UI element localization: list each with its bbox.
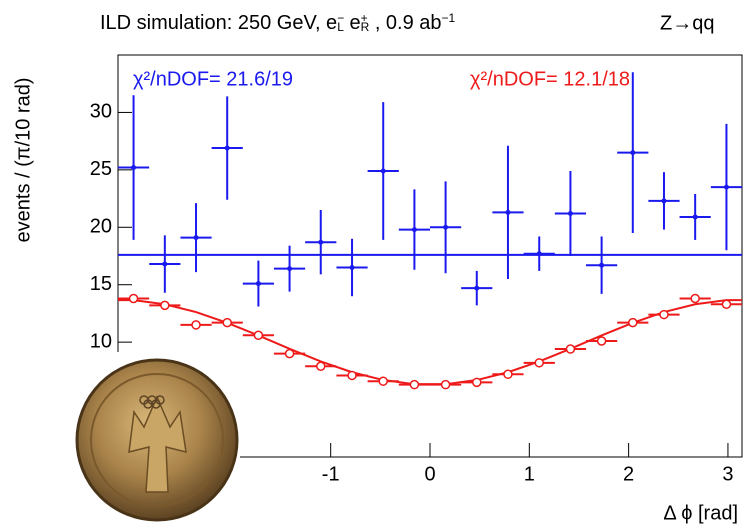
data-point [474, 285, 480, 291]
data-point [536, 251, 542, 257]
data-point [443, 224, 449, 230]
x-tick-label: 1 [524, 463, 535, 485]
title-part: −1 [442, 11, 456, 25]
data-point [599, 262, 605, 268]
x-axis-label: Δ ϕ [rad] [663, 502, 738, 524]
data-point [193, 235, 199, 241]
data-point [253, 330, 264, 341]
title-part: − [337, 11, 344, 25]
data-point [503, 369, 513, 380]
title-part: , 0.9 ab [369, 12, 441, 34]
x-tick-label: 0 [424, 463, 435, 485]
medal-rings [139, 395, 165, 409]
data-point [347, 370, 357, 381]
title-part: ILD simulation: 250 GeV, e [100, 12, 337, 34]
data-point [191, 320, 201, 330]
data-point [440, 379, 451, 390]
medal-rim [90, 373, 224, 507]
data-point [287, 266, 293, 272]
y-tick-label: 25 [90, 158, 112, 180]
y-tick-label: 15 [90, 273, 112, 295]
x-tick-label: 3 [722, 463, 733, 485]
data-point [565, 344, 576, 354]
data-point [255, 281, 261, 287]
title-part: R [361, 20, 370, 34]
data-point [692, 214, 698, 220]
data-point [380, 168, 386, 174]
data-point [472, 377, 482, 388]
title-part: e [344, 12, 361, 34]
data-point [567, 211, 573, 217]
x-tick-label: 2 [623, 463, 634, 485]
medal-photo [74, 352, 240, 530]
legend-label: χ²/nDOF= 21.6/19 [133, 68, 293, 90]
data-point [411, 227, 417, 233]
medal-image [75, 358, 239, 522]
data-point [659, 309, 669, 320]
x-tick-label: -1 [322, 463, 340, 485]
medal-figure [128, 395, 187, 493]
data-point [534, 358, 544, 368]
title-part: L [337, 20, 344, 34]
data-point [162, 261, 168, 267]
data-point [721, 299, 732, 309]
data-point [723, 184, 729, 190]
data-point [160, 300, 170, 311]
y-tick-label: 20 [90, 216, 112, 238]
data-point [128, 293, 139, 304]
data-point [284, 348, 295, 359]
chart-title: ILD simulation: 250 GeV, e− L e+ R , 0.9 a… [100, 11, 456, 34]
data-point [224, 145, 230, 151]
data-point [131, 165, 137, 171]
data-point [349, 264, 355, 270]
y-tick-label: 10 [90, 330, 112, 352]
process-label: Z→qq [660, 12, 714, 34]
data-point [409, 379, 420, 390]
data-point [628, 317, 638, 328]
data-point [690, 293, 700, 304]
data-point [316, 361, 326, 372]
data-point [222, 317, 232, 328]
data-point [661, 198, 667, 204]
data-point [378, 376, 388, 386]
data-point [505, 209, 511, 215]
data-point [630, 150, 636, 156]
y-tick-label: 30 [90, 101, 112, 123]
data-point [596, 336, 607, 346]
legend-label: χ²/nDOF= 12.1/18 [470, 68, 630, 90]
data-point [318, 239, 324, 245]
title-part: + [361, 11, 368, 25]
y-axis-label: events / (π/10 rad) [12, 78, 34, 243]
